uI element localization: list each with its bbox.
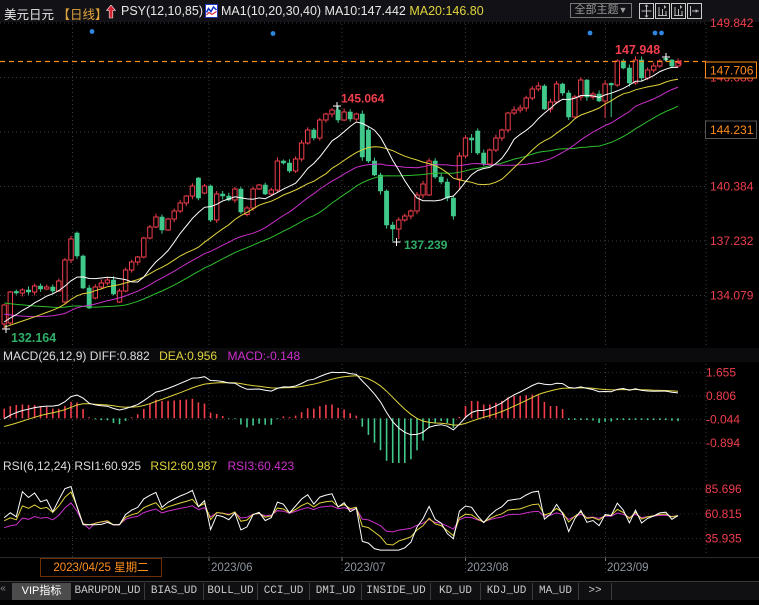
svg-text:35.935: 35.935: [705, 532, 742, 546]
svg-text:132.164: 132.164: [11, 331, 56, 345]
svg-text:134.079: 134.079: [710, 289, 754, 303]
svg-text:145.064: 145.064: [341, 92, 385, 106]
svg-text:149.842: 149.842: [710, 16, 754, 30]
svg-text:137.239: 137.239: [404, 238, 448, 252]
svg-text:140.384: 140.384: [710, 180, 754, 194]
svg-text:137.232: 137.232: [710, 234, 754, 248]
svg-text:1.655: 1.655: [706, 366, 736, 380]
svg-text:147.948: 147.948: [615, 43, 660, 57]
svg-text:147.706: 147.706: [710, 64, 754, 78]
svg-text:-0.894: -0.894: [706, 436, 740, 450]
svg-text:85.696: 85.696: [705, 482, 742, 496]
svg-text:0.806: 0.806: [706, 389, 736, 403]
svg-text:-0.044: -0.044: [706, 413, 740, 427]
svg-text:60.815: 60.815: [705, 507, 742, 521]
svg-text:144.231: 144.231: [710, 123, 754, 137]
